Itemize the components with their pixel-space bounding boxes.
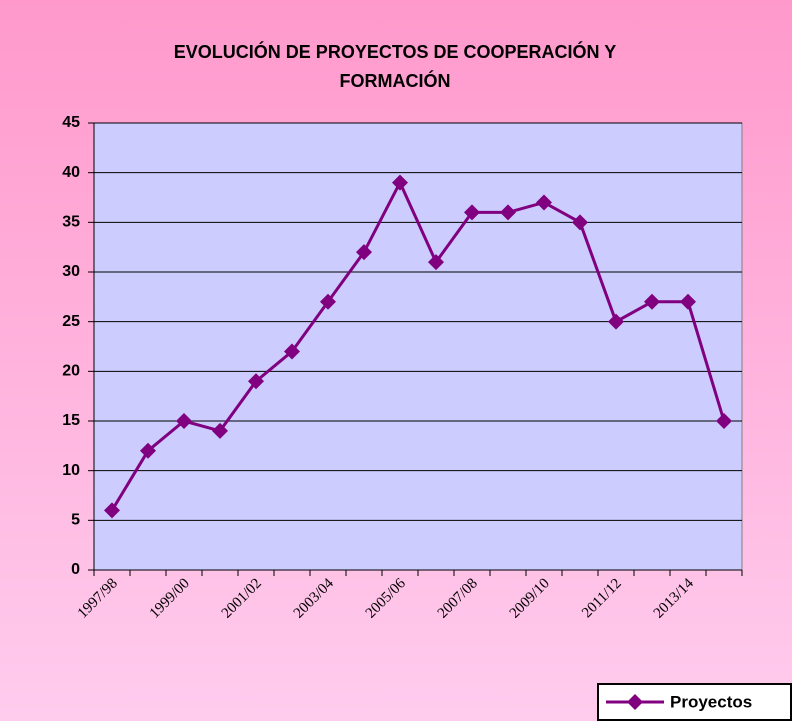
y-tick-label: 5	[71, 512, 80, 529]
marker	[356, 244, 372, 261]
y-tick-label: 40	[62, 164, 80, 181]
marker	[248, 373, 264, 390]
marker	[572, 214, 588, 231]
marker	[716, 413, 732, 429]
x-tick-label: 1997/98	[75, 576, 121, 622]
y-tick-label: 35	[62, 214, 80, 231]
marker	[536, 194, 552, 211]
marker	[284, 343, 300, 360]
marker	[428, 254, 444, 271]
chart-title: EVOLUCIÓN DE PROYECTOS DE COOPERACIÓN Y …	[173, 42, 617, 91]
legend-marker	[627, 694, 643, 710]
marker	[320, 293, 336, 310]
y-tick-label: 30	[62, 263, 80, 280]
plot-area	[93, 122, 743, 571]
y-tick-label: 0	[71, 561, 80, 578]
marker	[392, 174, 408, 191]
marker	[644, 293, 660, 310]
y-tick-label: 15	[62, 412, 80, 429]
marker	[464, 204, 480, 221]
y-tick-label: 20	[62, 363, 80, 380]
y-tick-label: 25	[62, 313, 80, 330]
marker	[140, 442, 156, 459]
marker	[680, 293, 696, 310]
x-tick-label: 2013/14	[651, 575, 697, 621]
y-tick-label: 45	[62, 114, 80, 131]
y-tick-label: 10	[62, 462, 80, 479]
x-tick-label: 2011/12	[579, 576, 625, 622]
x-tick-label: 2007/08	[435, 576, 481, 622]
marker	[500, 204, 516, 221]
x-tick-label: 2009/10	[507, 576, 553, 622]
marker	[608, 313, 624, 330]
legend-label: Proyectos	[670, 692, 752, 711]
x-tick-label: 2005/06	[363, 575, 409, 621]
marker	[212, 422, 228, 439]
x-tick-label: 1999/00	[147, 576, 193, 622]
x-tick-label: 2001/02	[219, 576, 265, 622]
x-tick-label: 2003/04	[291, 575, 337, 621]
marker	[176, 413, 192, 429]
marker	[104, 502, 120, 519]
